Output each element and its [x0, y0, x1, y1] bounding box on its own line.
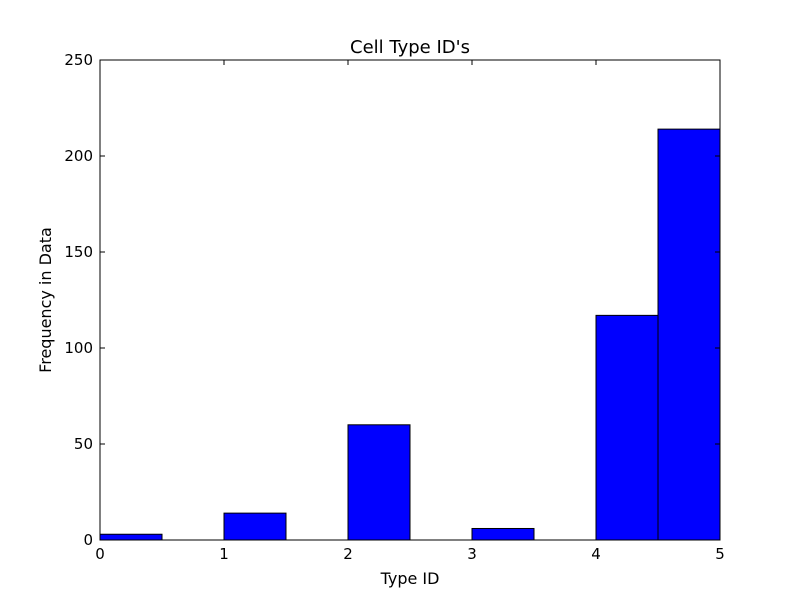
x-tick-label-3: 3	[467, 545, 477, 563]
y-tick-label-5: 250	[64, 51, 93, 69]
y-tick-label-4: 200	[64, 147, 93, 165]
x-axis-label: Type ID	[380, 569, 440, 588]
y-tick-label-2: 100	[64, 339, 93, 357]
y-axis-label: Frequency in Data	[36, 227, 55, 373]
x-tick-label-0: 0	[95, 545, 105, 563]
histogram-bar-4	[347, 424, 411, 541]
y-tick-label-0: 0	[83, 531, 93, 549]
histogram-bar-9	[657, 128, 721, 541]
plot-frame	[99, 59, 721, 541]
chart-title: Cell Type ID's	[350, 37, 470, 58]
y-tick-label-3: 150	[64, 243, 93, 261]
y-tick-label-1: 50	[74, 435, 93, 453]
histogram-bar-8	[595, 314, 659, 541]
x-tick-label-4: 4	[591, 545, 601, 563]
y-axis-ticks: 0 50 100 150 200 250	[64, 51, 720, 549]
histogram-bar-2	[223, 512, 287, 541]
x-tick-label-1: 1	[219, 545, 229, 563]
x-tick-label-5: 5	[715, 545, 725, 563]
histogram-bar-6	[471, 527, 535, 541]
histogram-bar-0	[99, 533, 163, 541]
x-axis-ticks: 0 1 2 3 4 5	[95, 60, 725, 563]
x-tick-label-2: 2	[343, 545, 353, 563]
